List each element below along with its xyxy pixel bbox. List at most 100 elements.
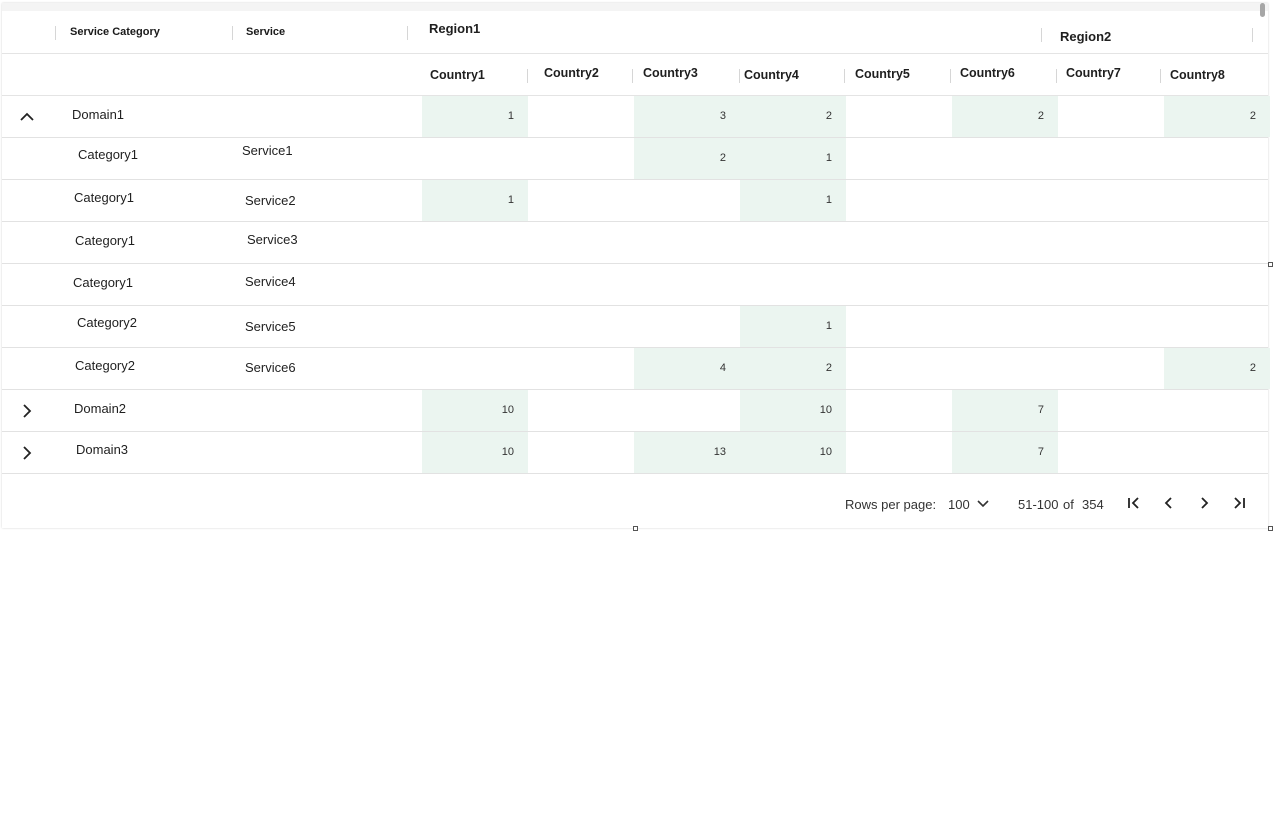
category-cell: Category2 <box>75 358 135 373</box>
pagination-total: 354 <box>1082 497 1104 512</box>
column-header-country-4[interactable]: Country4 <box>744 68 799 82</box>
service-cell: Service4 <box>245 274 296 289</box>
column-header-country-2[interactable]: Country2 <box>544 66 599 80</box>
value-cell[interactable]: 1 <box>740 306 846 347</box>
column-separator[interactable] <box>407 26 408 40</box>
value-cell[interactable]: 10 <box>422 432 528 473</box>
value-cell[interactable]: 10 <box>740 390 846 431</box>
table-row: 4 2 2 Category2 Service6 <box>2 348 1270 390</box>
service-cell: Service3 <box>247 232 298 247</box>
table-row: 1 1 Category1 Service2 <box>2 180 1268 222</box>
domain-row: 1 3 2 2 2 Domain1 <box>2 96 1270 138</box>
last-page-icon <box>1234 497 1245 509</box>
value-cell[interactable]: 4 <box>634 348 740 389</box>
column-separator[interactable] <box>950 69 951 83</box>
value-cell[interactable]: 7 <box>952 432 1058 473</box>
region-header-1: Region1 <box>429 21 481 36</box>
column-header-country-7[interactable]: Country7 <box>1066 66 1121 80</box>
domain-row: 10 13 10 7 Domain3 <box>2 432 1268 474</box>
resize-handle-corner[interactable] <box>1268 526 1273 531</box>
value-cell[interactable]: 1 <box>740 180 846 221</box>
next-page-button[interactable] <box>1194 493 1214 513</box>
column-header-country-1[interactable]: Country1 <box>430 68 485 82</box>
vertical-scrollbar-thumb[interactable] <box>1260 3 1265 17</box>
table-row: Category1 Service4 <box>2 264 1268 306</box>
category-cell: Category2 <box>77 315 137 330</box>
cell-value: 3 <box>719 110 726 122</box>
column-header-country-5[interactable]: Country5 <box>855 67 910 81</box>
value-cell[interactable]: 1 <box>422 96 528 137</box>
domain-row: 10 10 7 Domain2 <box>2 390 1268 432</box>
table-row: 2 1 Category1 Service1 <box>2 138 1268 180</box>
column-separator[interactable] <box>232 26 233 40</box>
column-header-country-6[interactable]: Country6 <box>960 66 1015 80</box>
service-cell: Service6 <box>245 360 296 375</box>
column-separator[interactable] <box>632 69 633 83</box>
cell-value: 10 <box>501 446 514 458</box>
category-cell: Category1 <box>75 233 135 248</box>
cell-value: 10 <box>819 446 832 458</box>
cell-value: 2 <box>1037 110 1044 122</box>
column-separator[interactable] <box>1041 28 1042 42</box>
column-header-country-3[interactable]: Country3 <box>643 66 698 80</box>
column-separator[interactable] <box>739 69 740 83</box>
service-cell: Service2 <box>245 193 296 208</box>
resize-handle-right[interactable] <box>1268 262 1273 267</box>
cell-value: 1 <box>507 110 514 122</box>
chevron-down-icon <box>977 500 989 508</box>
cell-value: 1 <box>825 194 832 206</box>
column-separator[interactable] <box>1160 69 1161 83</box>
cell-value: 2 <box>825 362 832 374</box>
pagination-range: 51-100 <box>1018 497 1059 512</box>
top-scroll-track <box>2 3 1268 11</box>
column-separator[interactable] <box>527 69 528 83</box>
column-header-service-category[interactable]: Service Category <box>70 26 160 38</box>
value-cell[interactable]: 1 <box>740 138 846 179</box>
column-header-country-8[interactable]: Country8 <box>1170 68 1225 82</box>
header-row-countries: Country1 Country2 Country3 Country4 Country5… <box>2 54 1268 96</box>
next-page-icon <box>1201 497 1209 509</box>
chevron-up-icon[interactable] <box>18 108 36 126</box>
column-separator[interactable] <box>55 26 56 40</box>
cell-value: 7 <box>1037 404 1044 416</box>
column-separator[interactable] <box>1252 28 1253 42</box>
rows-per-page-select[interactable]: 100 <box>948 493 994 515</box>
value-cell[interactable]: 13 <box>634 432 740 473</box>
value-cell[interactable]: 2 <box>740 96 846 137</box>
column-header-service[interactable]: Service <box>246 26 286 38</box>
table-row: 1 Category2 Service5 <box>2 306 1268 348</box>
value-cell[interactable]: 2 <box>740 348 846 389</box>
domain-label: Domain1 <box>72 107 125 122</box>
value-cell[interactable]: 2 <box>1164 348 1270 389</box>
column-separator[interactable] <box>844 69 845 83</box>
cell-value: 2 <box>1249 110 1256 122</box>
category-cell: Category1 <box>73 275 133 290</box>
cell-value: 2 <box>1249 362 1256 374</box>
category-cell: Category1 <box>78 147 138 162</box>
column-separator[interactable] <box>1056 69 1057 83</box>
pagination-of-label: of <box>1063 497 1074 512</box>
last-page-button[interactable] <box>1229 493 1249 513</box>
resize-handle-bottom[interactable] <box>633 526 638 531</box>
category-cell: Category1 <box>74 190 134 205</box>
cell-value: 7 <box>1037 446 1044 458</box>
value-cell[interactable]: 10 <box>740 432 846 473</box>
value-cell[interactable]: 10 <box>422 390 528 431</box>
region-header-2: Region2 <box>1060 29 1112 44</box>
domain-label: Domain3 <box>76 442 129 457</box>
value-cell[interactable]: 3 <box>634 96 740 137</box>
cell-value: 4 <box>719 362 726 374</box>
previous-page-icon <box>1164 497 1172 509</box>
service-cell: Service5 <box>245 319 296 334</box>
first-page-button[interactable] <box>1124 493 1144 513</box>
chevron-right-icon[interactable] <box>18 444 36 462</box>
value-cell[interactable]: 1 <box>422 180 528 221</box>
previous-page-button[interactable] <box>1159 493 1179 513</box>
value-cell[interactable]: 7 <box>952 390 1058 431</box>
value-cell[interactable]: 2 <box>952 96 1058 137</box>
value-cell[interactable]: 2 <box>1164 96 1270 137</box>
value-cell[interactable]: 2 <box>634 138 740 179</box>
header-row-regions: Service Category Service Region1 Region2 <box>2 11 1268 54</box>
cell-value: 2 <box>719 152 726 164</box>
chevron-right-icon[interactable] <box>18 402 36 420</box>
